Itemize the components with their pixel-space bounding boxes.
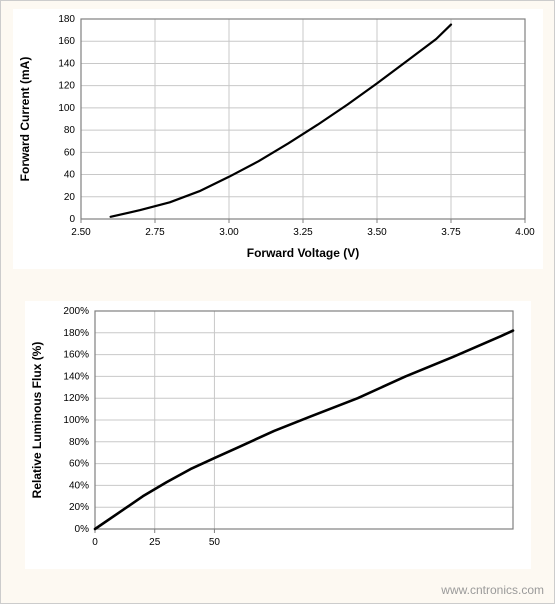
- x-tick-label: 25: [149, 537, 161, 548]
- y-axis-title: Relative Luminous Flux (%): [30, 342, 44, 499]
- y-tick-label: 80%: [69, 437, 89, 448]
- y-tick-label: 20: [64, 192, 76, 203]
- y-tick-label: 80: [64, 125, 76, 136]
- x-tick-label: 4.00: [515, 227, 535, 238]
- y-tick-label: 60%: [69, 459, 89, 470]
- x-axis-title: Forward Voltage (V): [247, 246, 359, 260]
- y-tick-label: 160: [58, 36, 75, 47]
- x-tick-label: 2.75: [145, 227, 165, 238]
- y-tick-label: 60: [64, 147, 76, 158]
- y-tick-label: 180%: [63, 328, 89, 339]
- y-axis-title: Forward Current (mA): [18, 57, 32, 182]
- y-tick-label: 120: [58, 81, 75, 92]
- x-tick-label: 3.75: [441, 227, 461, 238]
- y-tick-label: 40%: [69, 480, 89, 491]
- y-tick-label: 180: [58, 14, 75, 25]
- y-tick-label: 0: [69, 214, 75, 225]
- y-tick-label: 160%: [63, 350, 89, 361]
- y-tick-label: 100: [58, 103, 75, 114]
- page: 0 20 40 60 80 100 120 140 160 180 2.50 2.75 3.00 3.25…: [0, 0, 555, 604]
- y-tick-label: 140: [58, 58, 75, 69]
- x-tick-label: 3.50: [367, 227, 387, 238]
- y-tick-label: 0%: [75, 524, 90, 535]
- x-tick-label: 3.25: [293, 227, 313, 238]
- x-tick-label: 0: [92, 537, 98, 548]
- y-tick-label: 120%: [63, 393, 89, 404]
- y-tick-label: 100%: [63, 415, 89, 426]
- x-tick-label: 50: [209, 537, 221, 548]
- x-tick-label: 2.50: [71, 227, 91, 238]
- flux-curve-series: [95, 331, 513, 529]
- y-tick-label: 140%: [63, 371, 89, 382]
- watermark-text: www.cntronics.com: [441, 583, 544, 597]
- y-tick-label: 40: [64, 170, 76, 181]
- iv-curve-series: [111, 25, 451, 217]
- y-tick-label: 20%: [69, 502, 89, 513]
- chart-forward-iv: 0 20 40 60 80 100 120 140 160 180 2.50 2.75 3.00 3.25…: [13, 9, 543, 269]
- x-tick-label: 3.00: [219, 227, 239, 238]
- y-tick-label: 200%: [63, 306, 89, 317]
- chart-luminous-flux: 0% 20% 40% 60% 80% 100% 120% 140% 160% 180% 200% 0 2…: [25, 301, 531, 569]
